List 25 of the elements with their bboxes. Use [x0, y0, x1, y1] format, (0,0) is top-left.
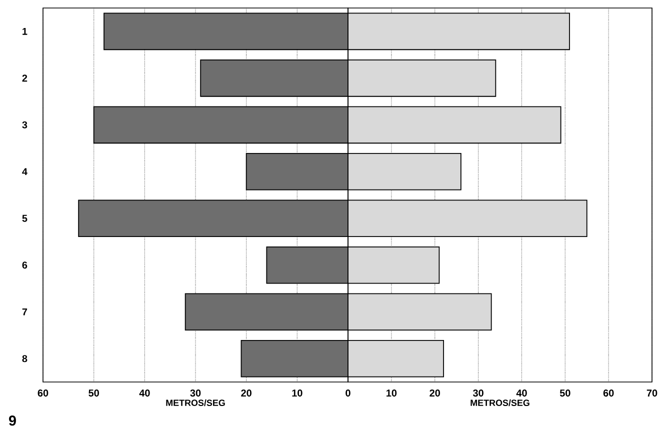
- y-tick-label: 7: [22, 308, 28, 316]
- x-tick-label: 40: [139, 390, 150, 397]
- x-tick-label: 60: [603, 390, 614, 397]
- x-tick-label: 10: [386, 390, 397, 397]
- y-tick-label: 1: [22, 28, 28, 35]
- y-tick-label: 5: [22, 214, 28, 222]
- x-tick-label: 70: [646, 390, 658, 397]
- x-tick-label: 30: [472, 390, 484, 397]
- text: 9: [9, 416, 16, 426]
- y-tick-label: 8: [22, 355, 28, 362]
- x-tick-label: 20: [241, 390, 252, 397]
- x-axis-title: METROS/SEG: [166, 399, 225, 406]
- x-tick-label: 0: [346, 390, 350, 397]
- x-tick-label: 10: [292, 390, 302, 397]
- x-axis-title: METROS/SEG: [470, 399, 530, 406]
- x-tick-label: 50: [560, 390, 570, 397]
- x-tick-label: 30: [190, 390, 201, 397]
- x-tick-label: 60: [38, 390, 48, 397]
- x-tick-label: 50: [88, 390, 99, 397]
- y-tick-label: 3: [22, 121, 28, 128]
- y-tick-label: 4: [22, 168, 28, 176]
- y-tick-label: 6: [22, 262, 28, 269]
- x-tick-label: 40: [516, 390, 527, 397]
- x-tick-label: 20: [430, 390, 440, 397]
- y-tick-label: 2: [22, 74, 28, 82]
